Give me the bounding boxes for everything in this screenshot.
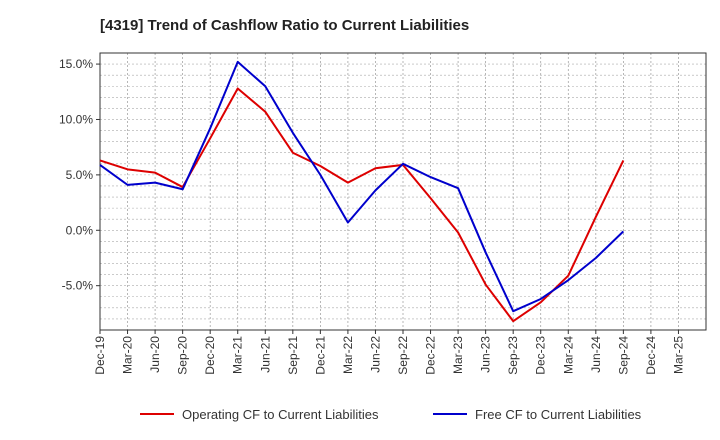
x-tick-label: Mar-22 bbox=[341, 336, 355, 374]
series-line-1 bbox=[99, 87, 625, 323]
y-tick-label: 15.0% bbox=[59, 57, 93, 71]
x-tick-label: Sep-23 bbox=[506, 336, 520, 375]
x-tick-label: Mar-25 bbox=[671, 336, 685, 374]
x-tick-label: Jun-24 bbox=[589, 336, 603, 373]
legend-label-2: Free CF to Current Liabilities bbox=[475, 407, 642, 422]
grid bbox=[99, 52, 707, 331]
x-tick-label: Dec-22 bbox=[424, 336, 438, 375]
y-tick-label: 10.0% bbox=[59, 112, 93, 126]
legend: Operating CF to Current Liabilities Free … bbox=[140, 407, 642, 422]
y-axis: 15.0% 10.0% 5.0% 0.0% -5.0% bbox=[59, 57, 100, 293]
series-lines bbox=[99, 60, 625, 323]
x-tick-label: Sep-20 bbox=[176, 336, 190, 375]
y-tick-label: 0.0% bbox=[66, 223, 94, 237]
x-tick-label: Mar-20 bbox=[121, 336, 135, 374]
x-tick-label: Mar-24 bbox=[561, 336, 575, 374]
y-tick-label: -5.0% bbox=[62, 279, 94, 293]
x-tick-label: Jun-23 bbox=[479, 336, 493, 373]
x-tick-label: Mar-23 bbox=[451, 336, 465, 374]
x-tick-label: Dec-23 bbox=[534, 336, 548, 375]
x-tick-label: Jun-20 bbox=[148, 336, 162, 373]
x-axis: Dec-19 Mar-20 Jun-20 Sep-20 Dec-20 Mar-21 Jun-… bbox=[93, 330, 685, 375]
x-tick-label: Jun-22 bbox=[368, 336, 382, 373]
x-tick-label: Jun-21 bbox=[258, 336, 272, 373]
x-tick-label: Mar-21 bbox=[231, 336, 245, 374]
x-tick-label: Dec-20 bbox=[203, 336, 217, 375]
chart-title: [4319] Trend of Cashflow Ratio to Curren… bbox=[100, 17, 469, 34]
legend-label-1: Operating CF to Current Liabilities bbox=[182, 407, 379, 422]
x-tick-label: Dec-24 bbox=[644, 336, 658, 375]
x-tick-label: Dec-21 bbox=[313, 336, 327, 375]
x-tick-label: Sep-24 bbox=[616, 336, 630, 375]
x-tick-label: Sep-21 bbox=[286, 336, 300, 375]
series-line-2 bbox=[99, 60, 625, 313]
x-tick-label: Sep-22 bbox=[396, 336, 410, 375]
y-tick-label: 5.0% bbox=[66, 168, 94, 182]
x-tick-label: Dec-19 bbox=[93, 336, 107, 375]
